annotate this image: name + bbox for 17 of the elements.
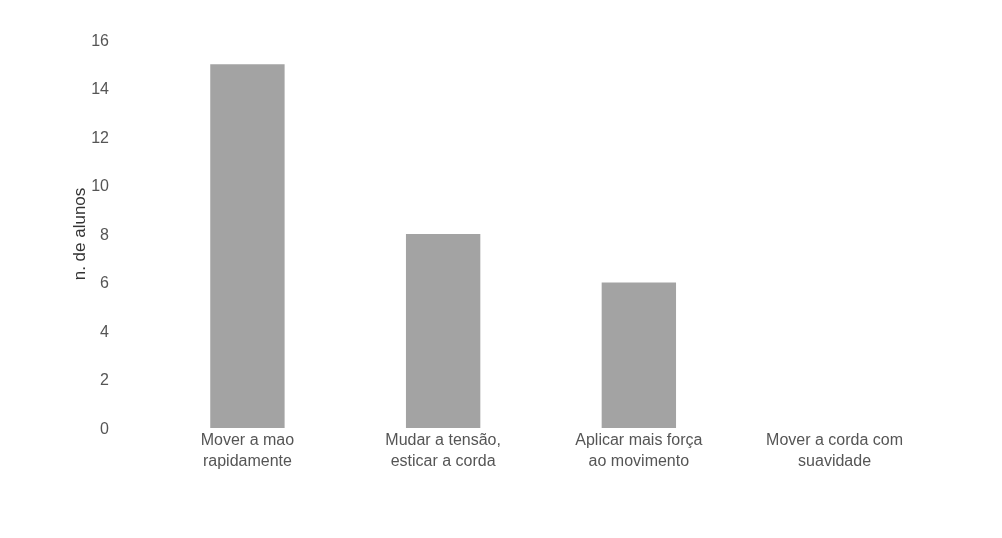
x-tick-label: Aplicar mais força ao movimento — [575, 431, 703, 469]
bar — [405, 234, 481, 428]
y-tick-label: 8 — [100, 225, 110, 243]
y-tick-label: 10 — [91, 177, 110, 195]
y-tick-label: 0 — [100, 419, 110, 437]
y-tick-label: 6 — [100, 274, 110, 292]
y-axis-title: n. de alunos — [70, 187, 90, 281]
bar — [210, 64, 285, 428]
y-tick-label: 2 — [100, 371, 110, 389]
x-tick-label: Mover a corda com suavidade — [766, 431, 904, 469]
x-tick-label: Mover a mao rapidamente — [200, 431, 295, 469]
y-tick-label: 12 — [91, 128, 110, 146]
x-tick-label: Mudar a tensão, esticar a corda — [385, 431, 501, 469]
y-tick-label: 16 — [91, 31, 110, 49]
bar — [601, 282, 677, 428]
y-tick-label: 4 — [100, 322, 110, 340]
y-tick-label: 14 — [91, 80, 110, 98]
